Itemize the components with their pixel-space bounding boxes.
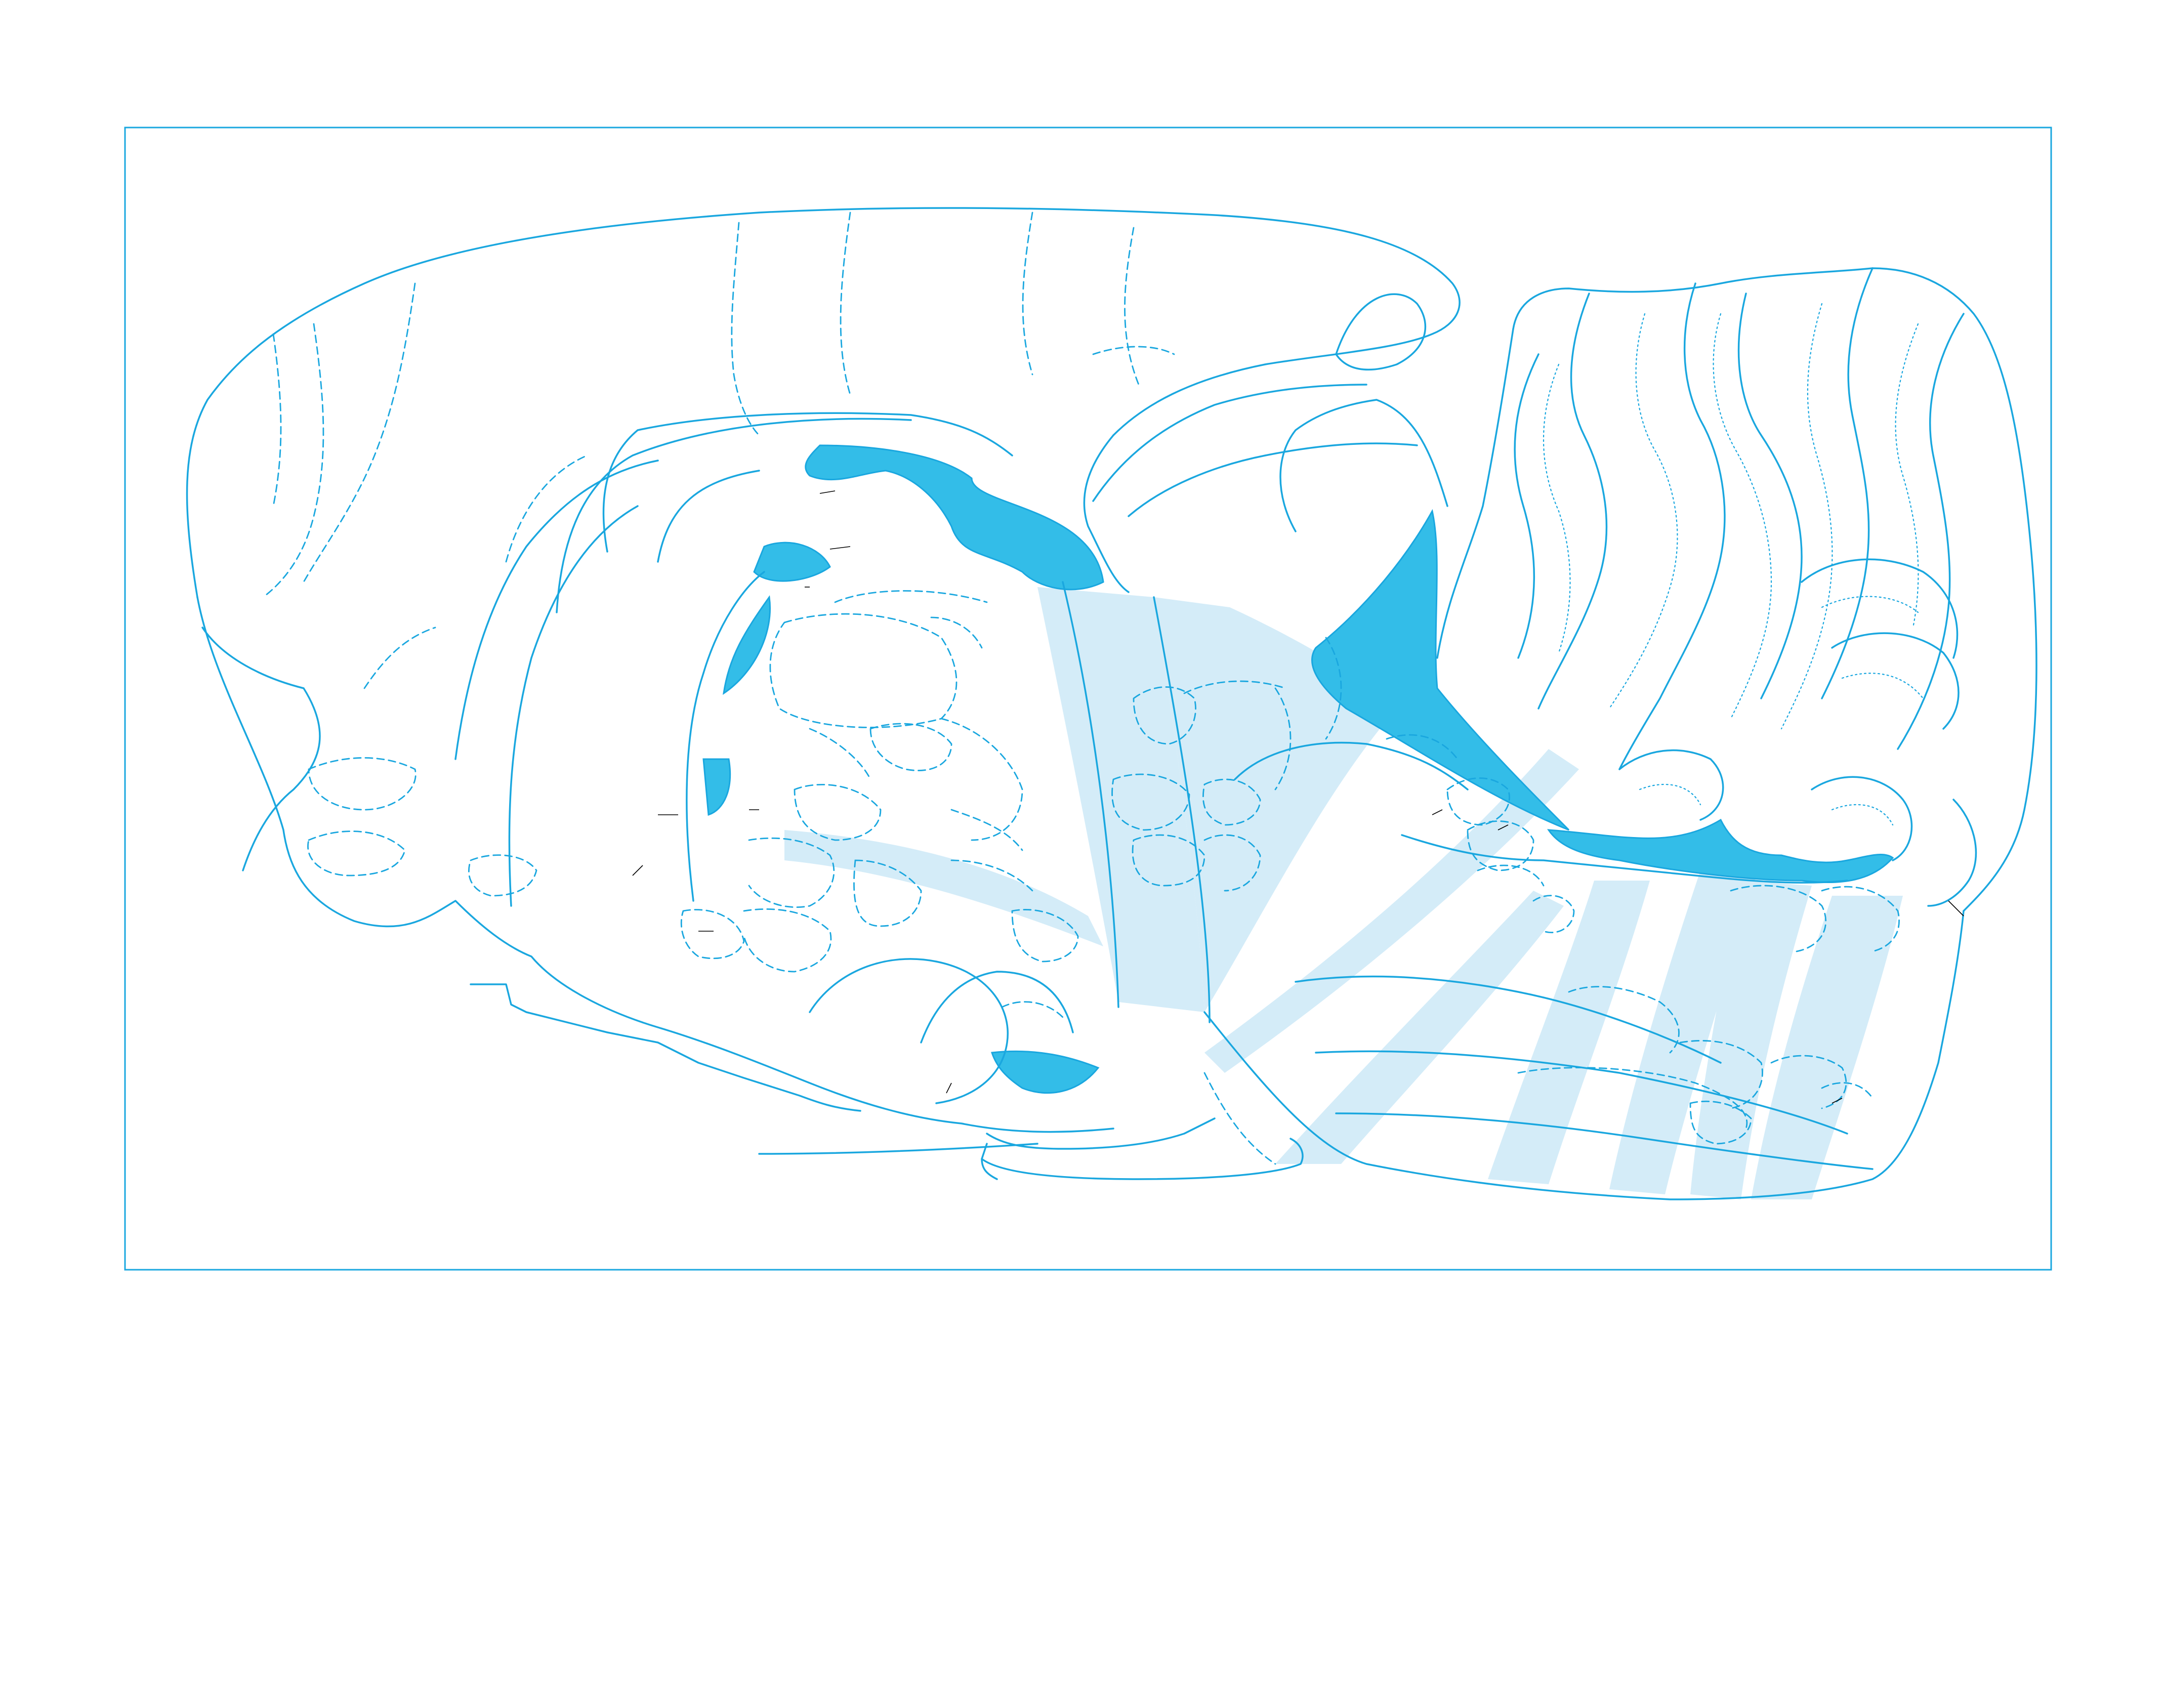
dashed-boundaries — [262, 212, 1900, 1165]
abbreviation-legend — [124, 1307, 2098, 1691]
prosomere-shading — [784, 587, 1903, 1199]
leader-lines — [632, 490, 1964, 1104]
brain-outlines — [186, 207, 2037, 1200]
ventricles — [702, 444, 1894, 1094]
atlas-frame — [124, 127, 2052, 1271]
cerebellar-dotted-layers — [1543, 303, 1924, 826]
